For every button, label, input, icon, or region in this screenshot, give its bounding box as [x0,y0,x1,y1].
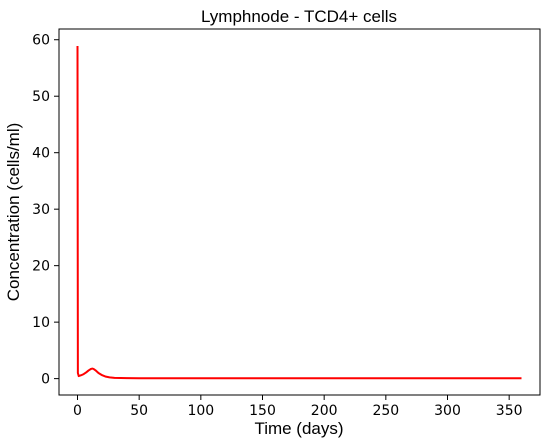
x-tick-label: 350 [496,403,523,419]
x-tick-label: 50 [130,403,148,419]
y-tick-label: 50 [32,89,50,105]
x-axis-label: Time (days) [254,419,343,438]
chart-title: Lymphnode - TCD4+ cells [201,7,397,26]
y-tick-label: 30 [32,202,50,218]
x-tick-label: 150 [249,403,276,419]
plot-area [58,28,541,396]
x-tick-label: 200 [311,403,338,419]
y-tick-label: 10 [32,315,50,331]
x-tick-label: 250 [372,403,399,419]
x-tick-label: 300 [434,403,461,419]
x-tick-label: 0 [73,403,82,419]
y-tick-label: 60 [32,33,50,49]
series-group [76,45,522,380]
y-tick-label: 40 [32,146,50,162]
y-tick-label: 0 [41,372,50,388]
y-axis-label: Concentration (cells/ml) [4,123,23,302]
y-tick-label: 20 [32,259,50,275]
x-tick-label: 100 [187,403,214,419]
series-line-0 [76,45,522,380]
y-axis: 0 10 20 30 40 50 60 [32,33,59,388]
x-axis: 0 50 100 150 200 250 300 350 [73,395,523,419]
